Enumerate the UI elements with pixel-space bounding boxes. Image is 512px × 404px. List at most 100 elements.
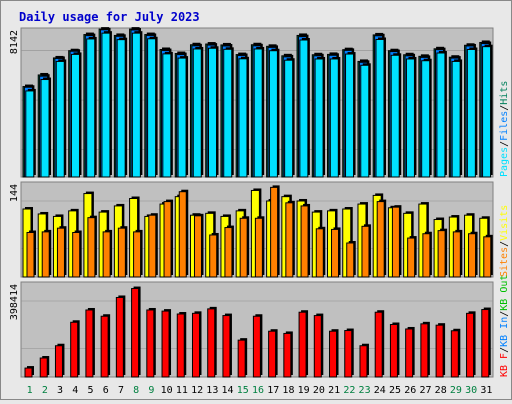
- x-tick-label-15: 15: [237, 385, 249, 396]
- bar-kbf-29: [450, 330, 459, 378]
- bar-pages-30: [466, 48, 476, 178]
- bar-kbf-20: [313, 315, 322, 378]
- bar-kbf-17: [268, 330, 277, 378]
- bar-kbf-24: [374, 311, 383, 378]
- bar-kbf-6: [100, 315, 109, 378]
- bar-sites-22: [346, 242, 355, 278]
- x-tick-label-3: 3: [57, 385, 63, 396]
- bar-kbf-27: [420, 323, 429, 378]
- bar-pages-24: [375, 38, 385, 178]
- x-tick-label-14: 14: [222, 385, 234, 396]
- bar-pages-14: [223, 48, 233, 178]
- bar-pages-23: [360, 64, 370, 178]
- bar-kbf-28: [435, 324, 444, 378]
- bar-kbf-2: [39, 357, 48, 378]
- bar-kbf-5: [85, 309, 94, 378]
- x-tick-label-11: 11: [176, 385, 188, 396]
- legend-item: /: [499, 105, 510, 111]
- bar-sites-9: [148, 214, 157, 278]
- bar-kbf-18: [283, 332, 292, 378]
- x-tick-label-24: 24: [374, 385, 386, 396]
- x-tick-label-4: 4: [72, 385, 78, 396]
- bar-pages-17: [268, 50, 278, 178]
- bar-kbf-30: [466, 312, 475, 378]
- x-tick-label-31: 31: [480, 385, 492, 396]
- bar-kbf-13: [207, 308, 216, 378]
- bar-pages-31: [482, 46, 492, 178]
- bar-sites-16: [254, 217, 263, 278]
- x-tick-label-30: 30: [465, 385, 477, 396]
- x-tick-label-9: 9: [148, 385, 154, 396]
- bar-sites-21: [331, 228, 340, 278]
- legend-item: KB Out: [499, 275, 510, 311]
- legend-item: /: [499, 311, 510, 317]
- x-tick-label-23: 23: [359, 385, 371, 396]
- chart-title: Daily usage for July 2023: [19, 10, 200, 24]
- bar-sites-3: [56, 227, 65, 278]
- legend-panel1: Pages/Files/Hits: [499, 81, 510, 177]
- x-tick-label-13: 13: [206, 385, 218, 396]
- bar-pages-5: [86, 38, 96, 178]
- y-max-label: 144: [9, 184, 20, 202]
- bar-pages-12: [192, 48, 202, 178]
- x-tick-label-25: 25: [389, 385, 401, 396]
- bar-sites-24: [376, 201, 385, 278]
- bar-kbf-25: [389, 324, 398, 378]
- bar-kbf-16: [252, 315, 261, 378]
- x-tick-label-20: 20: [313, 385, 325, 396]
- bar-sites-11: [178, 191, 187, 278]
- bar-kbf-26: [405, 328, 414, 378]
- bar-pages-13: [208, 47, 218, 178]
- bar-sites-13: [209, 234, 218, 278]
- bar-sites-5: [87, 217, 96, 278]
- bar-pages-26: [405, 58, 415, 178]
- legend-item: Hits: [499, 81, 510, 105]
- bar-pages-4: [70, 53, 80, 178]
- bar-sites-19: [300, 205, 309, 278]
- x-tick-label-17: 17: [267, 385, 279, 396]
- x-tick-label-28: 28: [435, 385, 447, 396]
- x-tick-label-12: 12: [191, 385, 203, 396]
- bar-sites-14: [224, 227, 233, 278]
- x-tick-label-6: 6: [103, 385, 109, 396]
- bar-kbf-9: [146, 309, 155, 378]
- bar-kbf-1: [24, 367, 33, 378]
- bar-sites-31: [483, 236, 492, 278]
- x-tick-label-18: 18: [282, 385, 294, 396]
- bar-sites-17: [270, 186, 279, 278]
- x-tick-label-21: 21: [328, 385, 340, 396]
- bar-kbf-12: [191, 312, 200, 378]
- legend-panel3: KB F/KB In/KB Out: [499, 275, 510, 377]
- bar-pages-6: [101, 32, 111, 178]
- bar-pages-8: [131, 32, 141, 178]
- legend-item: Visits: [499, 205, 510, 241]
- bar-pages-3: [55, 60, 65, 178]
- bar-sites-29: [452, 231, 461, 278]
- bar-pages-10: [162, 53, 172, 178]
- bar-sites-28: [437, 230, 446, 278]
- bar-sites-25: [391, 206, 400, 278]
- bar-kbf-8: [131, 288, 140, 378]
- legend-item: KB F: [499, 353, 510, 377]
- bar-pages-29: [451, 60, 461, 178]
- legend-panel2: Sites/Visits: [499, 205, 510, 277]
- x-tick-label-22: 22: [343, 385, 355, 396]
- bar-pages-25: [390, 54, 400, 178]
- bar-pages-19: [299, 39, 309, 178]
- bar-kbf-22: [344, 330, 353, 378]
- x-tick-label-19: 19: [298, 385, 310, 396]
- legend-item: /: [499, 241, 510, 247]
- x-tick-label-5: 5: [88, 385, 94, 396]
- bar-pages-2: [40, 79, 50, 178]
- bar-pages-16: [253, 48, 263, 178]
- bar-sites-4: [72, 232, 81, 278]
- bar-kbf-23: [359, 345, 368, 378]
- y-max-label: 8142: [9, 30, 20, 54]
- bar-sites-20: [315, 228, 324, 278]
- bar-kbf-7: [115, 296, 124, 378]
- bar-pages-7: [116, 39, 126, 178]
- bar-pages-21: [329, 58, 339, 178]
- bar-pages-11: [177, 57, 187, 178]
- x-tick-label-7: 7: [118, 385, 124, 396]
